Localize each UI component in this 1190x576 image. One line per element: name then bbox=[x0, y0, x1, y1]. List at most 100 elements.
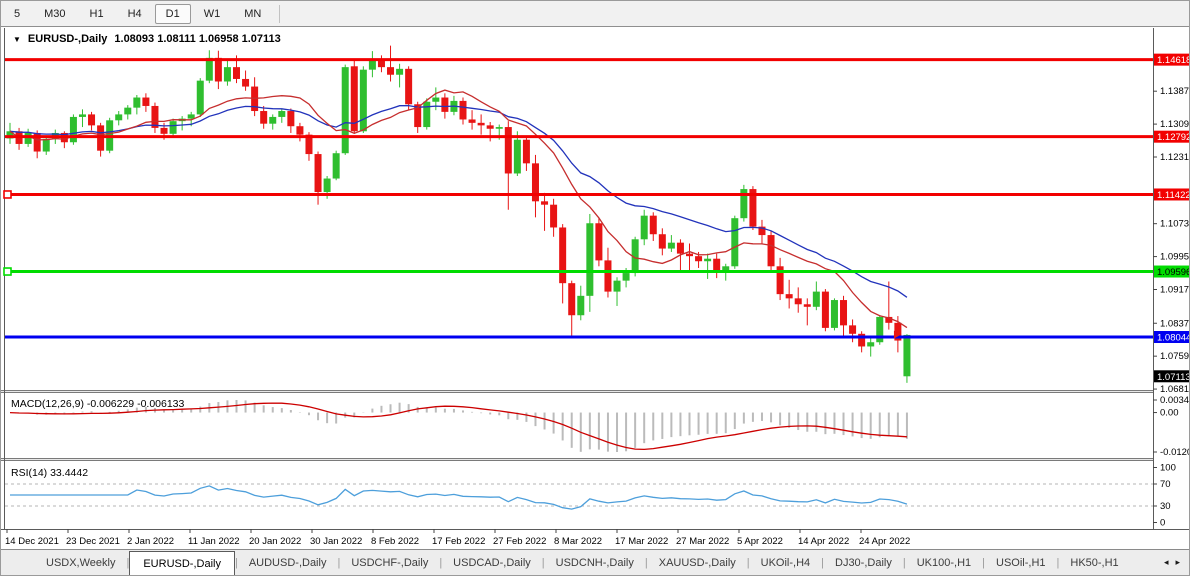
tab-separator: | bbox=[541, 556, 545, 569]
chart-area[interactable]: 1.13870 1.13090 1.12310 1.10730 1.09950 1.091… bbox=[1, 28, 1190, 551]
tab-separator: | bbox=[337, 556, 341, 569]
chart-tab-usdx-weekly[interactable]: USDX,Weekly bbox=[46, 556, 116, 569]
rsi-axis-label: 0 bbox=[1160, 518, 1165, 529]
timeframe-button-h4[interactable]: H4 bbox=[127, 7, 142, 20]
rsi-axis-label: 100 bbox=[1160, 463, 1176, 474]
candle-body bbox=[233, 67, 240, 79]
candle-body bbox=[459, 100, 467, 120]
price-axis-label: 1.09170 bbox=[1160, 284, 1190, 295]
chart-tab-dj30-daily[interactable]: DJ30-,Daily bbox=[835, 556, 892, 569]
date-axis-label: 11 Jan 2022 bbox=[188, 536, 240, 547]
chart-tab-xauusd-daily[interactable]: XAUUSD-,Daily bbox=[658, 556, 736, 569]
candle-body bbox=[541, 201, 549, 205]
candle-body bbox=[214, 57, 222, 82]
tab-separator: | bbox=[746, 556, 750, 569]
candle-body bbox=[468, 119, 476, 123]
candle-body bbox=[776, 266, 784, 295]
timeframe-button-5[interactable]: 5 bbox=[14, 7, 21, 20]
chart-tab-usdcad-daily[interactable]: USDCAD-,Daily bbox=[453, 556, 531, 569]
timeframe-button-d1[interactable]: D1 bbox=[154, 3, 191, 24]
chart-tab-ukoil-h4[interactable]: UKOil-,H4 bbox=[760, 556, 811, 569]
timeframe-button-w1[interactable]: W1 bbox=[203, 7, 221, 20]
candle-body bbox=[867, 342, 875, 347]
candle-body bbox=[785, 294, 793, 299]
candle-body bbox=[658, 234, 666, 249]
price-axis-badge-label: 1.07113 bbox=[1157, 372, 1190, 383]
candle-body bbox=[169, 121, 177, 134]
price-axis-label: 1.12310 bbox=[1160, 152, 1190, 163]
chart-tab-hk50-h1[interactable]: HK50-,H1 bbox=[1070, 556, 1119, 569]
chart-tab-usoil-h1[interactable]: USOil-,H1 bbox=[996, 556, 1046, 569]
candle-body bbox=[42, 138, 50, 152]
date-axis-label: 5 Apr 2022 bbox=[737, 536, 783, 547]
candle-body bbox=[803, 304, 811, 307]
candle-body bbox=[758, 226, 766, 236]
candle-body bbox=[477, 122, 485, 126]
candle-body bbox=[88, 114, 96, 126]
candle-body bbox=[903, 334, 911, 377]
candle-body bbox=[550, 204, 558, 228]
timeframe-button-h1[interactable]: H1 bbox=[89, 7, 104, 20]
tab-scroll-left-icon[interactable]: ◂ bbox=[1163, 557, 1169, 567]
price-axis-label: 1.09950 bbox=[1160, 252, 1190, 263]
panel-separator bbox=[1, 458, 1154, 461]
price-chart-canvas[interactable]: 1.13870 1.13090 1.12310 1.10730 1.09950 1.091… bbox=[1, 28, 1190, 551]
candle-body bbox=[423, 101, 431, 128]
date-axis-label: 17 Feb 2022 bbox=[432, 536, 485, 547]
timeframe-button-m30[interactable]: M30 bbox=[44, 7, 66, 20]
moving-average-slow bbox=[9, 104, 908, 298]
chart-tab-usdchf-daily[interactable]: USDCHF-,Daily bbox=[351, 556, 429, 569]
candle-body bbox=[604, 260, 612, 292]
date-axis-label: 20 Jan 2022 bbox=[249, 536, 301, 547]
price-axis-badge bbox=[1154, 188, 1189, 201]
tab-separator: | bbox=[821, 556, 824, 569]
price-axis-badge-label: 1.14618 bbox=[1157, 55, 1190, 66]
candle-body bbox=[350, 66, 358, 132]
candle-body bbox=[296, 126, 304, 135]
price-axis-label: 1.07590 bbox=[1160, 351, 1190, 362]
tab-scroll-right-icon[interactable]: ▸ bbox=[1175, 557, 1180, 567]
line-handle bbox=[3, 190, 12, 199]
candle-body bbox=[133, 97, 141, 108]
candle-body bbox=[260, 111, 268, 124]
tab-separator: | bbox=[439, 556, 443, 569]
candle-body bbox=[69, 116, 77, 143]
candle-body bbox=[441, 97, 449, 112]
candle-body bbox=[504, 127, 512, 174]
panel-separator bbox=[1, 390, 1154, 393]
candle-body bbox=[432, 97, 440, 102]
candle-body bbox=[305, 134, 313, 155]
candle-body bbox=[858, 333, 866, 347]
candle-body bbox=[667, 242, 675, 249]
candle-body bbox=[722, 266, 730, 271]
timeframe-button-mn[interactable]: MN bbox=[244, 7, 262, 20]
candle-body bbox=[142, 97, 150, 106]
candle-body bbox=[568, 283, 576, 316]
candle-body bbox=[223, 67, 231, 82]
candle-body bbox=[396, 68, 404, 75]
chart-tab-usdcnh-daily[interactable]: USDCNH-,Daily bbox=[555, 556, 634, 569]
macd-axis-label: 0.00 bbox=[1160, 408, 1179, 419]
date-axis-label: 17 Mar 2022 bbox=[615, 536, 668, 547]
toolbar-separator bbox=[279, 4, 281, 23]
line-handle bbox=[3, 267, 12, 276]
candle-body bbox=[160, 127, 168, 134]
candle-body bbox=[731, 218, 739, 267]
candle-body bbox=[341, 67, 349, 154]
candle-body bbox=[676, 242, 684, 254]
price-axis-badge bbox=[1154, 53, 1189, 66]
price-axis-badge-label: 1.08044 bbox=[1157, 333, 1190, 344]
candle-body bbox=[767, 235, 775, 267]
candle-body bbox=[332, 153, 340, 179]
chart-tab-uk100-h1[interactable]: UK100-,H1 bbox=[916, 556, 972, 569]
candle-body bbox=[749, 189, 757, 227]
chart-tab-audusd-daily[interactable]: AUDUSD-,Daily bbox=[248, 556, 327, 569]
chart-tab-eurusd-daily[interactable]: EURUSD-,Daily bbox=[129, 551, 235, 575]
candle-body bbox=[278, 111, 286, 117]
candle-body bbox=[849, 325, 857, 334]
macd-axis-label: 0.003408 bbox=[1160, 395, 1190, 406]
candle-body bbox=[323, 178, 331, 193]
price-axis-badge-label: 1.09596 bbox=[1157, 267, 1190, 278]
tab-separator: | bbox=[234, 556, 238, 569]
tab-separator: | bbox=[1056, 556, 1060, 569]
